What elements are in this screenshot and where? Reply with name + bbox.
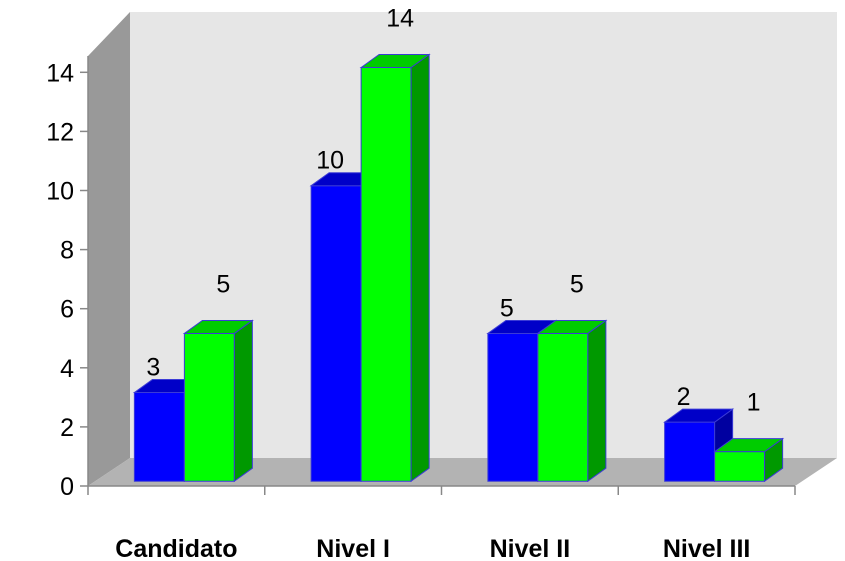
chart-bars [132, 53, 785, 483]
bar-side [410, 53, 430, 483]
bar [536, 319, 608, 483]
y-tick-label: 12 [46, 118, 74, 146]
data-label: 5 [570, 270, 584, 298]
x-category-label: Nivel II [490, 535, 571, 561]
x-category-label: Candidato [115, 535, 237, 561]
bar-front [537, 332, 589, 482]
bar-front [487, 332, 539, 482]
data-label: 3 [146, 354, 160, 382]
chart-walls [88, 12, 837, 486]
back-wall [130, 12, 837, 458]
y-tick-label: 10 [46, 178, 74, 206]
bar-top [536, 319, 608, 334]
side-wall [88, 12, 130, 486]
data-label: 5 [500, 294, 514, 322]
y-tick-label: 0 [60, 473, 74, 501]
floor [88, 458, 837, 486]
bar-top [359, 54, 431, 68]
data-label: 5 [216, 270, 230, 298]
data-label: 2 [677, 383, 691, 411]
bar-side [233, 319, 253, 483]
y-tick-label: 14 [46, 59, 74, 87]
chart-labels: Candidato Nivel I Nivel II Nivel III 3 5 10 14 5… [115, 5, 760, 561]
data-label: 10 [316, 147, 344, 175]
bar-top [663, 408, 735, 423]
bar-side [587, 319, 607, 483]
bar [359, 53, 431, 483]
bar-front [310, 185, 362, 482]
bar-front [133, 392, 185, 482]
bar-top [713, 438, 785, 453]
data-label: 1 [747, 389, 761, 417]
y-tick-label: 6 [60, 296, 74, 324]
x-category-label: Nivel III [663, 535, 751, 561]
bar-front [664, 421, 716, 482]
y-tick-label: 2 [60, 414, 74, 442]
x-category-label: Nivel I [316, 535, 390, 561]
data-label: 14 [386, 5, 414, 33]
bar-front [183, 332, 235, 482]
y-tick-label: 8 [60, 237, 74, 265]
bar-top [182, 319, 254, 334]
bar-front [360, 67, 412, 482]
bar [182, 319, 254, 483]
bar-front [714, 451, 766, 482]
y-tick-label: 4 [60, 355, 74, 383]
bar [713, 437, 785, 483]
